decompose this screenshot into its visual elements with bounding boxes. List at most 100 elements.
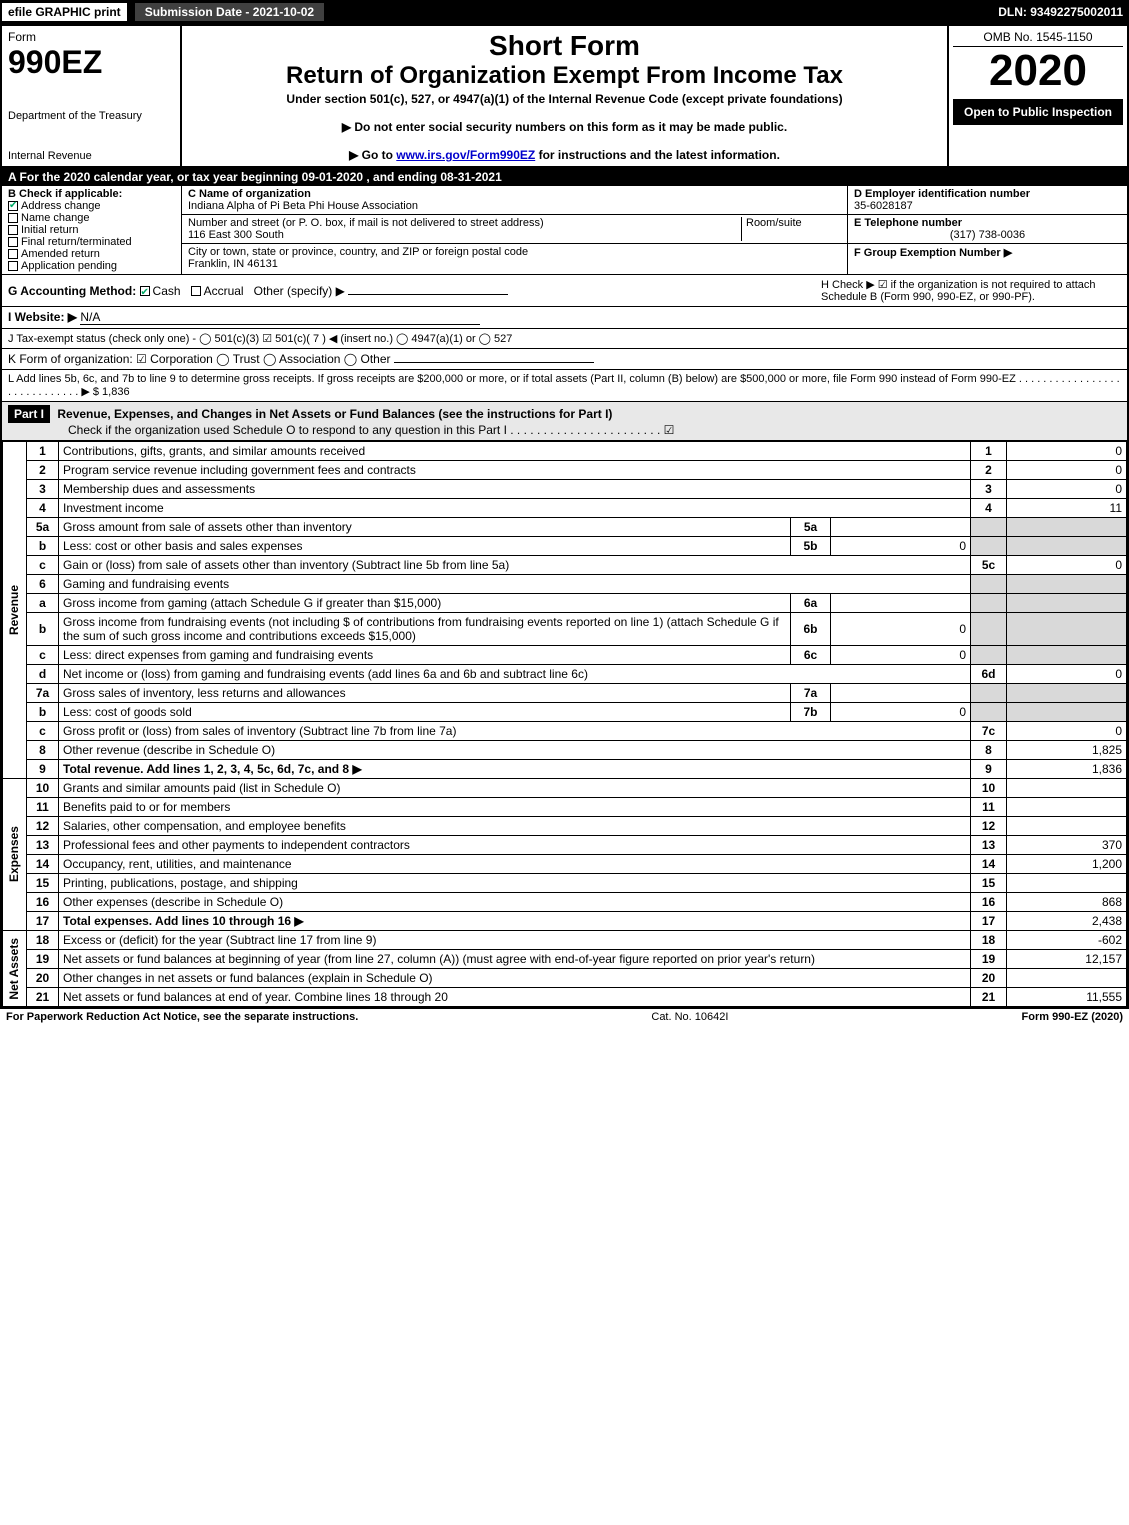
row-bcdef: B Check if applicable: Address change Na… — [2, 186, 1127, 275]
line-num: 11 — [27, 798, 59, 817]
checkbox-icon[interactable] — [8, 237, 18, 247]
c-addr-value: 116 East 300 South — [188, 229, 741, 241]
i-label: I Website: ▶ — [8, 310, 77, 324]
line-num: 9 — [27, 760, 59, 779]
line-10: Expenses 10Grants and similar amounts pa… — [3, 779, 1127, 798]
grey-cell — [971, 575, 1007, 594]
line-text: Gross sales of inventory, less returns a… — [59, 684, 791, 703]
line-text: Gain or (loss) from sale of assets other… — [59, 556, 971, 575]
form-word: Form — [8, 30, 174, 44]
line-ref: 1 — [971, 442, 1007, 461]
line-amt — [1007, 817, 1127, 836]
checkbox-icon[interactable] — [8, 261, 18, 271]
row-a-taxyear: A For the 2020 calendar year, or tax yea… — [2, 168, 1127, 186]
checkbox-icon[interactable] — [8, 225, 18, 235]
omb-number: OMB No. 1545-1150 — [953, 30, 1123, 47]
form-container: Form 990EZ Department of the Treasury In… — [0, 24, 1129, 1009]
line-text: Gross income from gaming (attach Schedul… — [59, 594, 791, 613]
line-9: 9Total revenue. Add lines 1, 2, 3, 4, 5c… — [3, 760, 1127, 779]
checkbox-icon[interactable] — [8, 201, 18, 211]
chk-amended[interactable]: Amended return — [8, 248, 175, 260]
c-city-label: City or town, state or province, country… — [188, 246, 841, 258]
c-name-value: Indiana Alpha of Pi Beta Phi House Assoc… — [188, 200, 841, 212]
header-row: Form 990EZ Department of the Treasury In… — [2, 26, 1127, 168]
line-amt: 1,825 — [1007, 741, 1127, 760]
f-group-cell: F Group Exemption Number ▶ — [848, 244, 1127, 261]
line-in: 6c — [791, 646, 831, 665]
line-num: 12 — [27, 817, 59, 836]
line-in: 6b — [791, 613, 831, 646]
line-inamt — [831, 684, 971, 703]
col-b: B Check if applicable: Address change Na… — [2, 186, 182, 274]
line-amt: 370 — [1007, 836, 1127, 855]
g-other-input[interactable] — [348, 294, 508, 295]
line-num: 19 — [27, 950, 59, 969]
chk-name[interactable]: Name change — [8, 212, 175, 224]
line-in: 6a — [791, 594, 831, 613]
chk-final-label: Final return/terminated — [21, 236, 132, 248]
line-ref: 16 — [971, 893, 1007, 912]
grey-cell — [1007, 537, 1127, 556]
line-text: Investment income — [59, 499, 971, 518]
c-name-label: C Name of organization — [188, 188, 841, 200]
line-num: 7a — [27, 684, 59, 703]
row-gh: G Accounting Method: Cash Accrual Other … — [2, 275, 1127, 307]
form-number: 990EZ — [8, 44, 174, 81]
part1-header: Part I Revenue, Expenses, and Changes in… — [2, 402, 1127, 441]
line-num: 3 — [27, 480, 59, 499]
line-num: 18 — [27, 931, 59, 950]
header-center: Short Form Return of Organization Exempt… — [182, 26, 947, 166]
line-3: 3Membership dues and assessments30 — [3, 480, 1127, 499]
line-14: 14Occupancy, rent, utilities, and mainte… — [3, 855, 1127, 874]
line-6a: aGross income from gaming (attach Schedu… — [3, 594, 1127, 613]
footer: For Paperwork Reduction Act Notice, see … — [0, 1009, 1129, 1025]
line-in: 5a — [791, 518, 831, 537]
line-amt: 11,555 — [1007, 988, 1127, 1007]
under-section: Under section 501(c), 527, or 4947(a)(1)… — [190, 92, 939, 106]
line-inamt: 0 — [831, 613, 971, 646]
k-other-input[interactable] — [394, 362, 594, 363]
goto-pre: ▶ Go to — [349, 148, 396, 162]
chk-pending[interactable]: Application pending — [8, 260, 175, 272]
line-amt — [1007, 969, 1127, 988]
line-num: c — [27, 556, 59, 575]
chk-address-label: Address change — [21, 200, 101, 212]
checkbox-icon[interactable] — [8, 213, 18, 223]
line-amt: 0 — [1007, 480, 1127, 499]
line-amt: 0 — [1007, 461, 1127, 480]
row-g: G Accounting Method: Cash Accrual Other … — [8, 284, 821, 298]
line-num: 8 — [27, 741, 59, 760]
note-ssn: ▶ Do not enter social security numbers o… — [190, 120, 939, 134]
line-text: Gaming and fundraising events — [59, 575, 971, 594]
f-group-label: F Group Exemption Number ▶ — [854, 246, 1121, 259]
chk-address[interactable]: Address change — [8, 200, 175, 212]
line-amt: 2,438 — [1007, 912, 1127, 931]
arrow-icon: ▶ — [294, 914, 303, 928]
line-text: Gross income from fundraising events (no… — [59, 613, 791, 646]
c-addr-label: Number and street (or P. O. box, if mail… — [188, 217, 741, 229]
k-text: K Form of organization: ☑ Corporation ◯ … — [8, 352, 391, 366]
checkbox-icon[interactable] — [140, 286, 150, 296]
line-text: Less: direct expenses from gaming and fu… — [59, 646, 791, 665]
i-website-value: N/A — [80, 310, 480, 325]
row-j: J Tax-exempt status (check only one) - ◯… — [2, 329, 1127, 349]
chk-pending-label: Application pending — [21, 260, 117, 272]
footer-cat: Cat. No. 10642I — [358, 1011, 1021, 1023]
line-text: Occupancy, rent, utilities, and maintena… — [59, 855, 971, 874]
checkbox-icon[interactable] — [8, 249, 18, 259]
checkbox-icon[interactable] — [191, 286, 201, 296]
side-net: Net Assets — [3, 931, 27, 1007]
chk-final[interactable]: Final return/terminated — [8, 236, 175, 248]
chk-initial[interactable]: Initial return — [8, 224, 175, 236]
line-12: 12Salaries, other compensation, and empl… — [3, 817, 1127, 836]
grey-cell — [971, 537, 1007, 556]
line-num: c — [27, 722, 59, 741]
line-text: Other expenses (describe in Schedule O) — [59, 893, 971, 912]
line-6: 6Gaming and fundraising events — [3, 575, 1127, 594]
grey-cell — [1007, 684, 1127, 703]
line-ref: 7c — [971, 722, 1007, 741]
efile-label: efile GRAPHIC print — [0, 1, 129, 23]
irs-link[interactable]: www.irs.gov/Form990EZ — [396, 148, 535, 162]
part1-title: Revenue, Expenses, and Changes in Net As… — [53, 405, 616, 423]
grey-cell — [1007, 518, 1127, 537]
